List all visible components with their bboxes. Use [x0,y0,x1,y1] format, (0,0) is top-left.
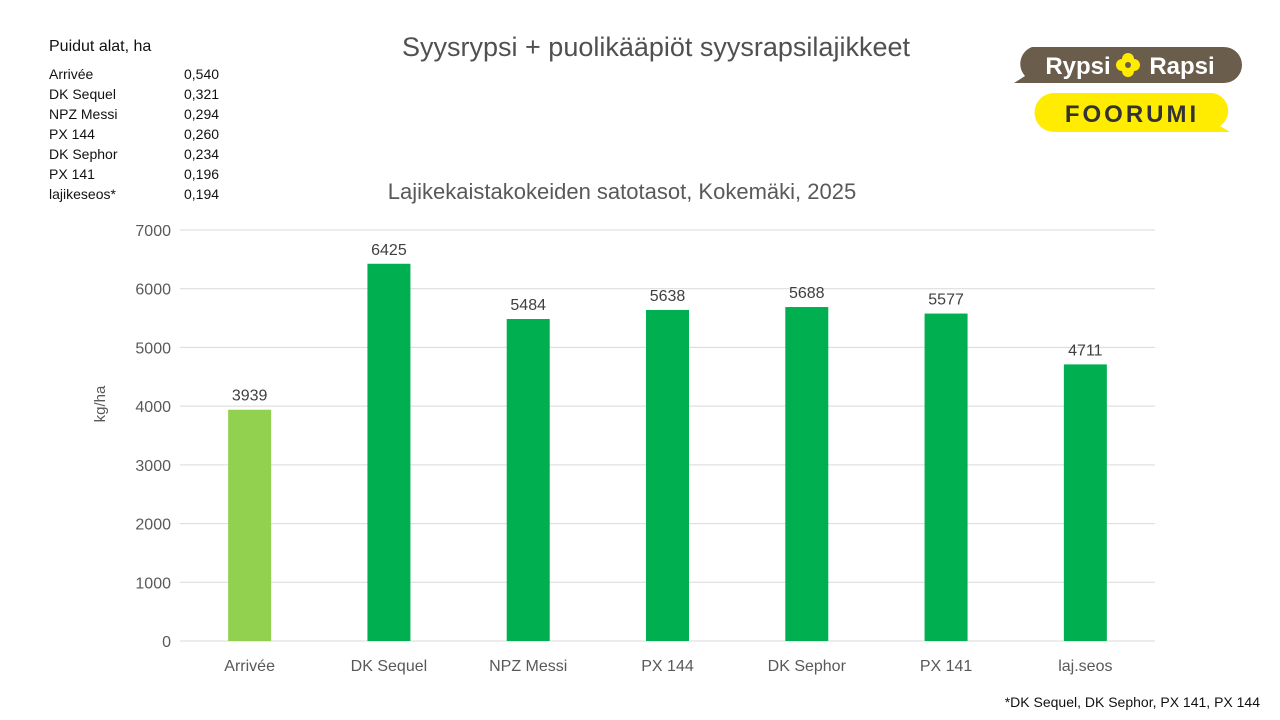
table-row: PX 141 0,196 [49,164,244,184]
bar [785,307,829,641]
bar [506,319,550,641]
x-tick-label: PX 144 [641,658,694,675]
slide-title: Syysrypsi + puolikääpiöt syysrapsilajikk… [402,32,910,62]
bar [924,313,968,641]
y-tick-label: 7000 [135,223,171,240]
data-label: 5484 [510,297,546,314]
y-tick-label: 0 [162,634,171,651]
row-value: 0,321 [184,86,220,102]
y-tick-label: 1000 [135,575,171,592]
data-label: 3939 [232,388,268,405]
data-label: 5688 [789,285,825,302]
data-label: 5577 [928,292,964,309]
row-name: lajikeseos* [49,186,116,202]
data-label: 6425 [371,242,407,259]
x-tick-label: NPZ Messi [489,658,567,675]
y-tick-label: 3000 [135,458,171,475]
chart-title: Lajikekaistakokeiden satotasot, Kokemäki… [388,179,856,204]
x-tick-label: PX 141 [920,658,973,675]
bar [1063,364,1107,641]
data-label: 4711 [1068,342,1103,359]
table-title: Puidut alat, ha [49,38,152,55]
x-tick-label: DK Sephor [768,658,847,675]
bars [228,263,1107,641]
clover-icon [1116,53,1140,77]
table-row: DK Sequel 0,321 [49,84,244,104]
data-label: 5638 [650,288,686,305]
y-tick-labels: 0 1000 2000 3000 4000 5000 6000 7000 [135,223,171,651]
x-tick-labels: Arrivée DK Sequel NPZ Messi PX 144 DK Sephor… [224,658,1112,675]
x-tick-label: laj.seos [1058,658,1112,675]
bar [646,309,689,641]
row-name: PX 141 [49,166,95,182]
row-name: Arrivée [49,66,94,82]
table-row: PX 144 0,260 [49,124,244,144]
footnote: *DK Sequel, DK Sephor, PX 141, PX 144 [1004,694,1260,710]
row-value: 0,234 [184,146,220,162]
row-name: DK Sequel [49,86,116,102]
logo-word-rapsi: Rapsi [1149,53,1214,80]
logo-word-rypsi: Rypsi [1045,53,1110,80]
table-row: Arrivée 0,540 [49,64,244,84]
table-row: lajikeseos* 0,194 [49,184,244,204]
row-value: 0,260 [184,126,220,142]
y-tick-label: 2000 [135,517,171,534]
y-tick-label: 6000 [135,282,171,299]
x-tick-label: DK Sequel [351,658,428,675]
table-row: NPZ Messi 0,294 [49,104,244,124]
row-name: NPZ Messi [49,106,118,122]
data-labels: 3939 6425 5484 5638 5688 5577 4711 [232,242,1103,405]
rypsi-rapsi-foorumi-logo: Rypsi Rapsi FOORUMI [1014,47,1242,132]
table-row: DK Sephor 0,234 [49,144,244,164]
y-tick-label: 5000 [135,340,171,357]
row-value: 0,294 [184,106,220,122]
bar [367,263,411,641]
row-value: 0,196 [184,166,220,182]
row-value: 0,540 [184,66,220,82]
y-tick-label: 4000 [135,399,171,416]
row-value: 0,194 [184,186,220,202]
y-axis-label: kg/ha [92,385,109,422]
harvested-area-table: Puidut alat, ha Arrivée 0,540 DK Sequel 0,… [49,38,244,204]
bar [228,409,272,641]
row-name: PX 144 [49,126,95,142]
logo-word-foorumi: FOORUMI [1065,101,1199,128]
x-tick-label: Arrivée [224,658,275,675]
row-name: DK Sephor [49,146,118,162]
logo-yellow-banner [1034,93,1230,132]
